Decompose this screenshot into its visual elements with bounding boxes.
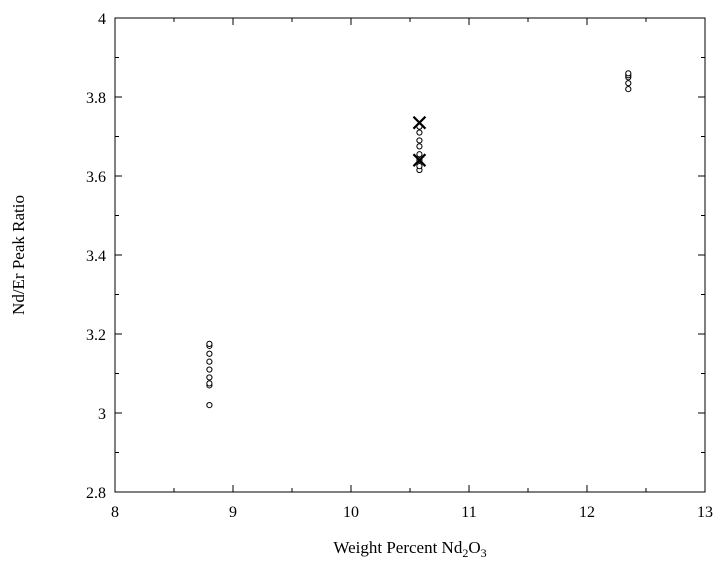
x-tick-label: 11 bbox=[461, 504, 476, 521]
x-axis-label-main: Weight Percent Nd bbox=[333, 538, 462, 557]
x-marker-point bbox=[412, 115, 427, 130]
y-tick-label: 3 bbox=[98, 406, 106, 423]
circle-marker-point bbox=[206, 350, 213, 357]
x-tick-label: 10 bbox=[343, 504, 359, 521]
circle-marker-point bbox=[416, 163, 423, 170]
x-axis-label-sub2: 3 bbox=[481, 546, 487, 560]
plot-frame bbox=[114, 17, 706, 493]
y-tick-label: 4 bbox=[98, 11, 106, 28]
y-tick-label: 3.2 bbox=[86, 327, 106, 344]
x-marker-point bbox=[412, 153, 427, 167]
circle-marker-point bbox=[416, 129, 423, 136]
x-tick-label: 9 bbox=[229, 504, 237, 521]
x-axis-label-mid: O bbox=[468, 538, 480, 557]
circle-marker-point bbox=[206, 374, 213, 381]
circle-marker-point bbox=[416, 137, 423, 144]
circle-marker-point bbox=[625, 80, 632, 87]
x-axis-label: Weight Percent Nd2O3 bbox=[333, 538, 486, 560]
circle-marker-point bbox=[206, 340, 213, 347]
circle-marker-point bbox=[625, 86, 632, 93]
y-tick-label: 3.6 bbox=[86, 169, 106, 186]
y-tick-label: 3.4 bbox=[86, 248, 106, 265]
x-tick-label: 12 bbox=[579, 504, 595, 521]
circle-marker-point bbox=[206, 380, 213, 387]
y-axis-label: Nd/Er Peak Ratio bbox=[9, 195, 28, 315]
y-tick-label: 3.8 bbox=[86, 90, 106, 107]
x-axis-label-sub1: 2 bbox=[462, 546, 468, 560]
data-points bbox=[206, 70, 632, 409]
x-tick-label: 8 bbox=[111, 504, 119, 521]
circle-marker-point bbox=[206, 366, 213, 373]
circle-marker-point bbox=[206, 358, 213, 365]
circle-marker-point bbox=[416, 151, 423, 158]
circle-marker-point bbox=[625, 70, 632, 77]
circle-marker-point bbox=[206, 402, 213, 409]
y-tick-label: 2.8 bbox=[86, 485, 106, 502]
axis-ticks bbox=[114, 17, 706, 493]
axis-tick-labels: 8 9 10 11 12 13 2.8 3 3.2 3.4 3.6 3.8 4 bbox=[86, 11, 713, 521]
circle-marker-point bbox=[416, 143, 423, 150]
x-tick-label: 13 bbox=[697, 504, 713, 521]
